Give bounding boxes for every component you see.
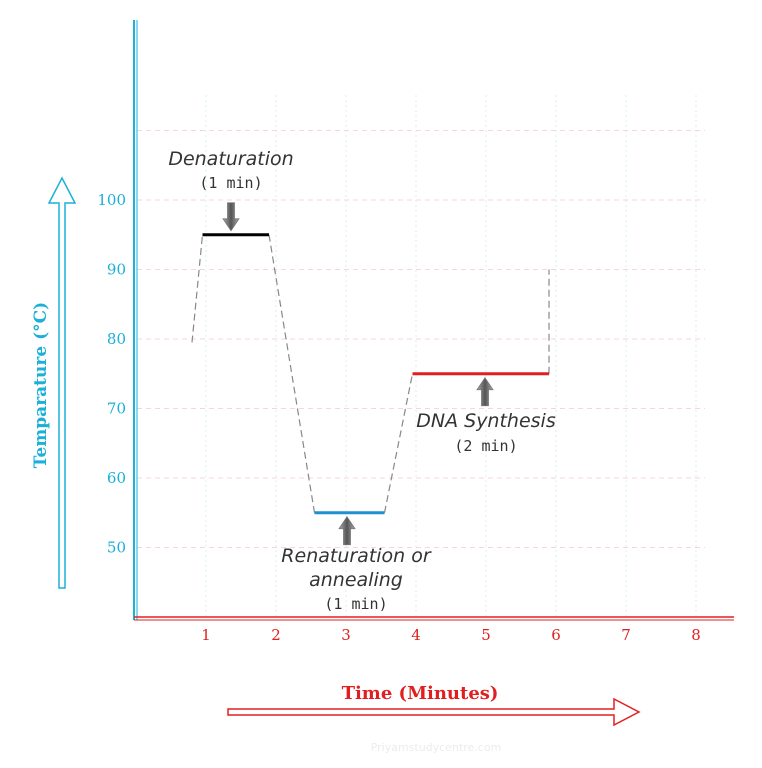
y-tick-label: 50 xyxy=(107,539,126,557)
synthesis-pointer-icon xyxy=(476,377,494,407)
x-tick-label: 6 xyxy=(551,626,561,644)
y-tick-label: 60 xyxy=(107,469,126,487)
annealing-pointer-icon xyxy=(338,516,356,546)
x-axis-label: Time (Minutes) xyxy=(342,683,499,704)
annealing-duration: (1 min) xyxy=(324,595,387,613)
y-tick-label: 90 xyxy=(107,261,126,279)
watermark: Priyamstudycentre.com xyxy=(371,741,502,754)
temperature-steps xyxy=(202,233,549,515)
denaturation-label: Denaturation xyxy=(168,148,293,170)
y-tick-label: 70 xyxy=(107,400,126,418)
x-tick-label: 3 xyxy=(341,626,351,644)
transition-segment xyxy=(268,234,316,513)
transition-segment xyxy=(191,234,204,343)
x-tick-label: 1 xyxy=(201,626,211,644)
y-axis xyxy=(133,20,138,620)
step-pointer-arrows xyxy=(222,202,494,546)
x-tick-label: 8 xyxy=(691,626,701,644)
y-tick-label: 100 xyxy=(97,191,126,209)
y-axis-arrow xyxy=(47,176,77,589)
y-tick-labels: 50 60 70 80 90 100 xyxy=(97,191,126,557)
denaturation-pointer-icon xyxy=(222,202,240,232)
x-axis xyxy=(134,616,734,621)
x-axis-arrow xyxy=(227,697,641,727)
denaturation-duration: (1 min) xyxy=(199,174,262,192)
transition-segment xyxy=(383,373,414,513)
y-axis-label: Temparature (°C) xyxy=(31,302,51,468)
x-tick-labels: 1 2 3 4 5 6 7 8 xyxy=(201,626,701,644)
x-tick-label: 4 xyxy=(411,626,421,644)
x-tick-label: 7 xyxy=(621,626,631,644)
synthesis-label: DNA Synthesis xyxy=(416,410,556,432)
x-tick-label: 5 xyxy=(481,626,491,644)
y-tick-label: 80 xyxy=(107,330,126,348)
transition-lines xyxy=(191,234,550,513)
annealing-label-line1: Renaturation or xyxy=(281,545,432,567)
annealing-label-line2: annealing xyxy=(309,569,403,591)
synthesis-duration: (2 min) xyxy=(454,437,517,455)
x-tick-label: 2 xyxy=(271,626,281,644)
grid-lines xyxy=(137,95,705,617)
